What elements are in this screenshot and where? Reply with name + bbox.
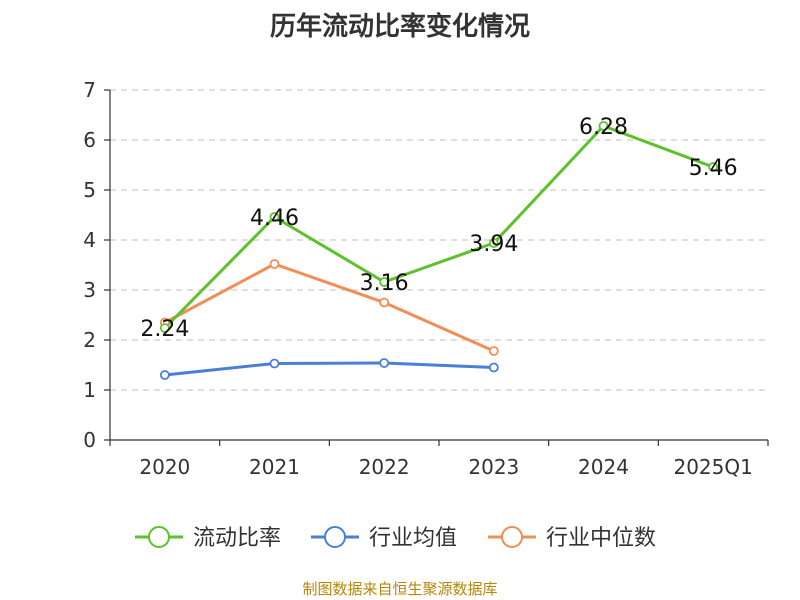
data-point: [159, 370, 170, 380]
legend-label: 行业中位数: [546, 526, 656, 551]
series-line: [163, 124, 714, 330]
data-points: [159, 121, 719, 380]
x-tick-label: 2020: [139, 455, 190, 479]
data-label: 3.94: [469, 232, 518, 257]
legend-item: 行业中位数: [488, 526, 656, 551]
series-line: [164, 262, 495, 353]
data-point: [598, 121, 609, 131]
y-tick-label: 5: [83, 178, 96, 202]
data-label: 5.46: [689, 156, 738, 181]
legend-label: 流动比率: [193, 526, 281, 551]
y-tick-label: 1: [83, 378, 96, 402]
y-tick-label: 3: [83, 278, 96, 302]
data-point: [379, 297, 390, 308]
data-point: [269, 212, 280, 222]
legend-marker-icon: [324, 526, 346, 548]
data-point: [379, 277, 390, 287]
legend: 流动比率 行业均值 行业中位数: [135, 526, 656, 551]
axes: 0 1 2 3 4 5 6 7 2020 2021 2022 2023 2024 2025Q1: [83, 78, 769, 479]
x-tick-label: 2025Q1: [673, 455, 752, 479]
data-label: 3.16: [360, 271, 409, 296]
y-tick-label: 0: [83, 428, 96, 452]
data-label: 4.46: [250, 206, 299, 231]
legend-label: 行业均值: [369, 526, 457, 551]
x-tick-label: 2023: [468, 455, 519, 479]
y-tick-label: 2: [83, 328, 96, 352]
data-point: [379, 358, 390, 368]
y-tick-label: 6: [83, 128, 96, 152]
grid-lines: [110, 89, 768, 391]
legend-item: 行业均值: [311, 526, 457, 551]
data-point: [708, 162, 719, 172]
data-point: [488, 362, 499, 373]
data-point: [159, 323, 170, 333]
chart-title: 历年流动比率变化情况: [269, 12, 530, 42]
data-point: [269, 259, 280, 269]
data-label: 6.28: [579, 115, 628, 140]
data-point: [488, 346, 499, 356]
series-lines: [163, 124, 714, 377]
data-labels: 2.24 4.46 3.16 3.94 6.28 5.46: [140, 115, 737, 342]
x-tick-label: 2022: [359, 455, 410, 479]
legend-marker-icon: [501, 526, 523, 548]
series-line: [164, 361, 494, 377]
data-point: [269, 358, 280, 369]
data-point: [488, 238, 499, 248]
x-tick-label: 2024: [578, 455, 629, 479]
legend-marker-icon: [148, 526, 170, 548]
legend-item: 流动比率: [135, 526, 281, 551]
source-note: 制图数据来自恒生聚源数据库: [302, 580, 498, 598]
y-tick-label: 4: [83, 228, 96, 252]
x-tick-label: 2021: [249, 455, 300, 479]
data-label: 2.24: [140, 317, 189, 342]
y-tick-label: 7: [83, 78, 96, 102]
